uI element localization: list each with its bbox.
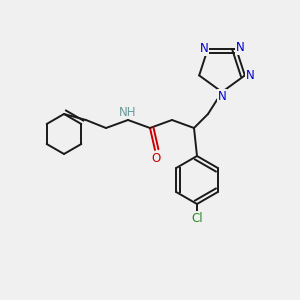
Text: N: N bbox=[236, 41, 244, 54]
Text: N: N bbox=[200, 42, 208, 55]
Text: O: O bbox=[152, 152, 160, 166]
Text: Cl: Cl bbox=[191, 212, 203, 224]
Text: N: N bbox=[218, 89, 226, 103]
Text: N: N bbox=[245, 69, 254, 82]
Text: NH: NH bbox=[119, 106, 137, 118]
